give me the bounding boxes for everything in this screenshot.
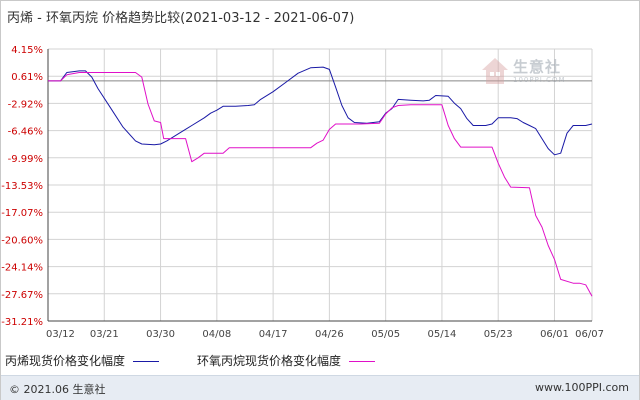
x-tick-label: 04/26 xyxy=(315,329,344,340)
y-tick-label: -17.07% xyxy=(1,208,43,219)
y-tick-label: -2.92% xyxy=(8,99,43,110)
legend-item-series2: 环氧丙烷现货价格变化幅度 xyxy=(197,352,376,369)
legend: 丙烯现货价格变化幅度 环氧丙烷现货价格变化幅度 xyxy=(1,347,639,373)
footer-bar: © 2021.06 生意社 www.100PPI.com xyxy=(1,375,639,400)
house-icon xyxy=(482,58,508,84)
y-tick-label: -27.67% xyxy=(1,290,43,301)
x-tick-label: 03/21 xyxy=(90,329,119,340)
y-tick-label: -9.99% xyxy=(8,154,43,165)
series-line-2 xyxy=(48,72,593,297)
x-tick-label: 05/23 xyxy=(484,329,513,340)
x-tick-label: 05/14 xyxy=(428,329,457,340)
y-tick-label: -31.21% xyxy=(1,317,43,328)
x-tick-label: 03/12 xyxy=(46,329,75,340)
y-tick-label: 4.15% xyxy=(11,45,43,56)
legend-label-series2: 环氧丙烷现货价格变化幅度 xyxy=(197,354,342,368)
watermark-logo: 生意社 100PPI.COM xyxy=(481,56,581,92)
y-tick-label: -20.60% xyxy=(1,235,43,246)
x-tick-label: 06/07 xyxy=(575,329,604,340)
legend-item-series1: 丙烯现货价格变化幅度 xyxy=(5,352,160,369)
chart-title: 丙烯 - 环氧丙烷 价格趋势比较(2021-03-12 - 2021-06-07… xyxy=(7,11,355,26)
y-tick-label: -13.53% xyxy=(1,181,43,192)
x-tick-label: 03/30 xyxy=(146,329,175,340)
series-line-1 xyxy=(48,66,593,156)
legend-swatch-series1 xyxy=(133,361,160,362)
chart-svg: 4.15% 0.61% -2.92% -6.46% -9.99% -13.53% -17.0… xyxy=(1,45,604,340)
y-tick-label: 0.61% xyxy=(11,72,43,83)
y-tick-label: -6.46% xyxy=(8,127,43,138)
legend-swatch-series2 xyxy=(349,361,376,362)
y-tick-label: -24.14% xyxy=(1,263,43,274)
footer-site-link[interactable]: www.100PPI.com xyxy=(535,381,629,394)
legend-label-series1: 丙烯现货价格变化幅度 xyxy=(5,354,126,368)
watermark-url: 100PPI.COM xyxy=(513,76,566,84)
x-tick-label: 04/08 xyxy=(202,329,231,340)
watermark-brand: 生意社 xyxy=(513,58,562,76)
x-tick-label: 06/01 xyxy=(540,329,569,340)
x-tick-label: 04/17 xyxy=(259,329,288,340)
x-tick-label: 05/05 xyxy=(371,329,400,340)
footer-copyright: © 2021.06 生意社 xyxy=(9,383,106,396)
